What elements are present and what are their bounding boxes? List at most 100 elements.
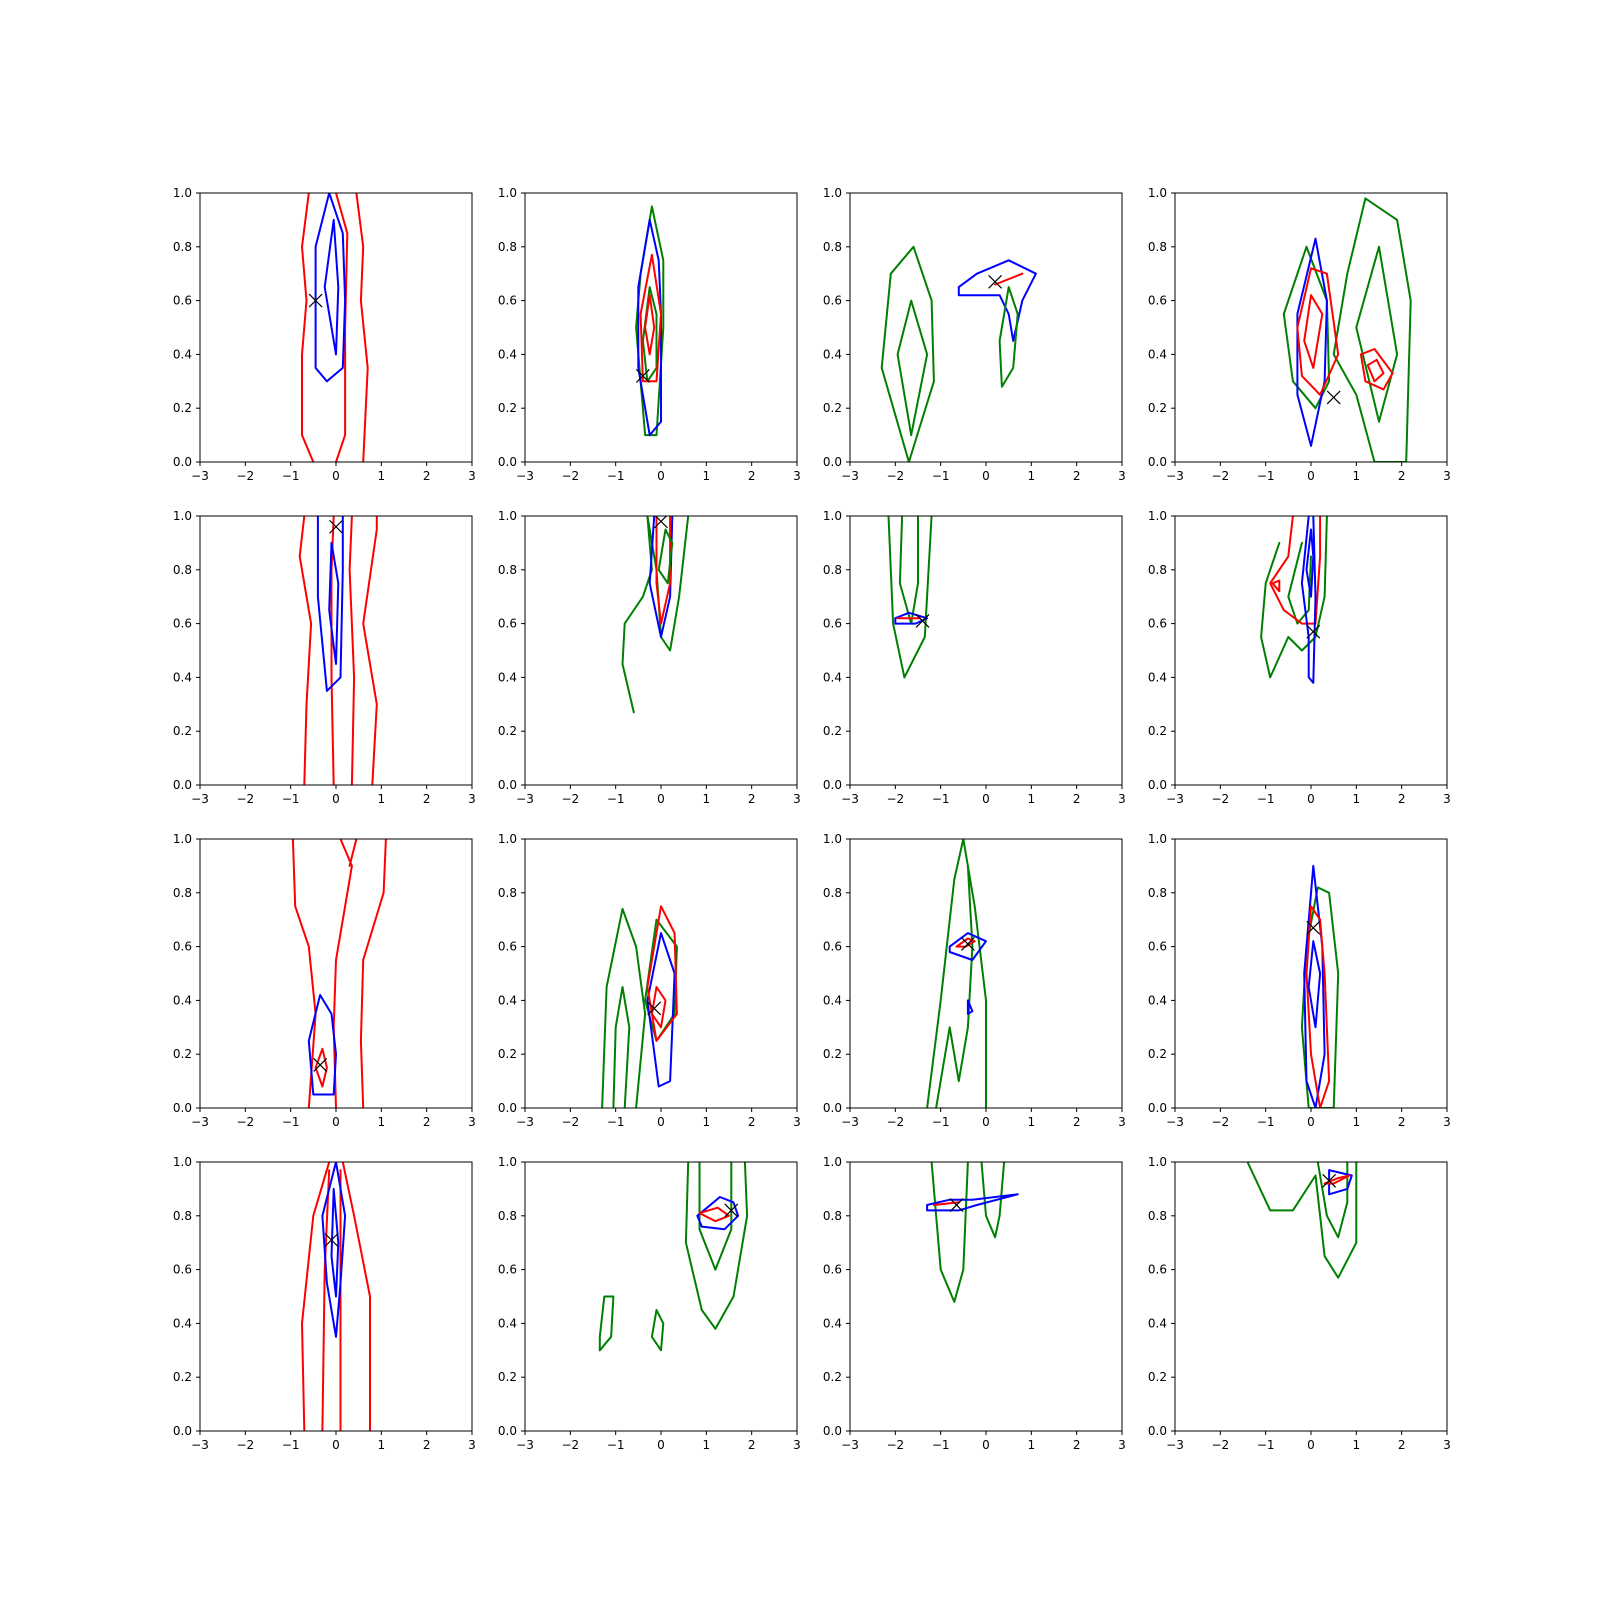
x-tick-label: −2: [561, 469, 579, 483]
contour-layer: [601, 905, 678, 1108]
green-contour-line: [1355, 245, 1399, 423]
y-tick-label: 0.6: [498, 1263, 517, 1277]
x-tick-label: 1: [1353, 1115, 1361, 1129]
x-tick-label: 2: [1398, 1115, 1406, 1129]
y-tick-label: 0.6: [1148, 617, 1167, 631]
x-tick-label: 0: [657, 1438, 665, 1452]
y-tick-label: 0.8: [498, 886, 517, 900]
x-tick-label: 2: [1073, 1438, 1081, 1452]
green-contour-line: [646, 516, 690, 652]
y-tick-label: 0.2: [1148, 401, 1167, 415]
y-tick-label: 0.6: [823, 617, 842, 631]
green-contour-line: [601, 907, 647, 1108]
y-tick-label: 0.6: [498, 294, 517, 308]
y-tick-label: 0.6: [1148, 940, 1167, 954]
x-marker: [324, 1233, 339, 1247]
blue-contour-line: [894, 611, 929, 625]
x-tick-label: 2: [1398, 469, 1406, 483]
contour-layer: [926, 1162, 1019, 1303]
green-contour-line: [998, 286, 1019, 388]
y-tick-label: 0.8: [498, 1209, 517, 1223]
y-tick-label: 0.8: [823, 563, 842, 577]
x-tick-label: −1: [1257, 1438, 1275, 1452]
x-tick-label: −1: [1257, 1115, 1275, 1129]
y-tick-label: 1.0: [498, 186, 517, 200]
red-contour-line: [355, 193, 369, 462]
x-marker: [308, 293, 323, 308]
x-tick-label: 0: [1307, 1115, 1315, 1129]
y-tick-label: 1.0: [173, 1155, 192, 1169]
x-tick-label: 3: [1118, 1438, 1126, 1452]
x-tick-label: −3: [841, 469, 859, 483]
contour-layer: [1260, 516, 1328, 684]
green-contour-line: [641, 286, 658, 383]
green-contour-line: [650, 1309, 665, 1352]
red-contour-line: [301, 1162, 331, 1431]
green-contour-line: [935, 864, 974, 1108]
green-contour-line: [698, 1162, 733, 1271]
x-tick-label: −3: [841, 1115, 859, 1129]
y-tick-label: 0.6: [173, 1263, 192, 1277]
red-contour-line: [1271, 579, 1281, 593]
x-tick-label: 0: [332, 792, 340, 806]
blue-contour-line: [926, 1193, 1019, 1212]
green-contour-line: [1246, 1162, 1358, 1279]
red-contour-line: [348, 516, 356, 785]
x-tick-label: 3: [1443, 1438, 1451, 1452]
x-tick-label: −2: [236, 792, 254, 806]
red-contour-line: [698, 1206, 730, 1223]
x-marker: [647, 1001, 662, 1016]
red-contour-line: [1305, 905, 1331, 1108]
green-contour-line: [896, 299, 929, 437]
x-tick-label: 1: [1028, 1115, 1036, 1129]
blue-contour-line: [637, 218, 662, 437]
y-tick-label: 0.8: [498, 563, 517, 577]
x-tick-label: 2: [423, 1438, 431, 1452]
y-tick-label: 0.4: [498, 1316, 517, 1330]
x-tick-label: 0: [657, 792, 665, 806]
x-tick-label: 3: [793, 469, 801, 483]
y-tick-label: 0.0: [823, 1101, 842, 1115]
x-tick-label: 1: [378, 1438, 386, 1452]
x-tick-label: −2: [1211, 792, 1229, 806]
blue-contour-line: [948, 932, 987, 961]
y-tick-label: 0.6: [498, 940, 517, 954]
x-tick-label: −3: [1166, 1115, 1184, 1129]
y-tick-label: 0.8: [173, 563, 192, 577]
x-tick-label: −1: [282, 1438, 300, 1452]
y-tick-label: 0.4: [1148, 1316, 1167, 1330]
x-tick-label: 2: [423, 792, 431, 806]
green-contour-line: [657, 528, 674, 585]
x-tick-label: −1: [932, 792, 950, 806]
x-tick-label: 3: [1443, 792, 1451, 806]
x-tick-label: −1: [607, 1438, 625, 1452]
green-contour-line: [887, 516, 933, 679]
y-tick-label: 1.0: [173, 186, 192, 200]
x-tick-label: −3: [516, 1115, 534, 1129]
x-tick-label: 3: [1443, 1115, 1451, 1129]
subplot-r2-c3: −3 −2 −1 0 1 2 3 0.0 0.2 0.4 0.6 0.8 1.0: [823, 509, 1126, 806]
blue-contour-line: [696, 1196, 740, 1231]
red-contour-line: [1269, 516, 1322, 625]
x-tick-label: 1: [703, 1438, 711, 1452]
x-tick-label: 0: [332, 469, 340, 483]
y-tick-label: 0.0: [823, 778, 842, 792]
x-tick-label: 0: [332, 1438, 340, 1452]
subplot-r1-c4: −3 −2 −1 0 1 2 3 0.0 0.2 0.4 0.6 0.8 1.0: [1148, 186, 1451, 483]
y-tick-label: 0.6: [823, 1263, 842, 1277]
x-tick-label: −3: [516, 469, 534, 483]
y-tick-label: 0.6: [1148, 294, 1167, 308]
y-tick-label: 0.8: [173, 886, 192, 900]
x-tick-label: 1: [378, 469, 386, 483]
x-tick-label: −2: [886, 1115, 904, 1129]
contour-layer: [926, 839, 987, 1108]
y-tick-label: 0.2: [498, 1370, 517, 1384]
green-contour-line: [1260, 516, 1328, 679]
red-contour-line: [341, 1162, 371, 1431]
x-tick-label: −2: [1211, 1115, 1229, 1129]
x-tick-label: −3: [516, 792, 534, 806]
x-tick-label: 2: [748, 469, 756, 483]
y-tick-label: 0.4: [173, 1316, 192, 1330]
